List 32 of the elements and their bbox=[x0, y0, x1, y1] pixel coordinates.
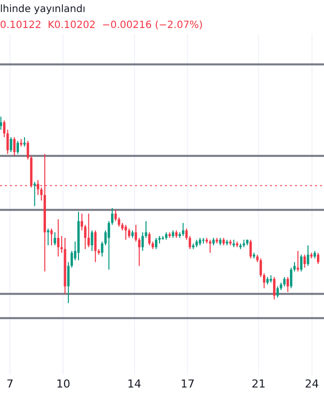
x-tick-label: 17 bbox=[180, 377, 195, 390]
candlestick bbox=[0, 116, 2, 130]
candlestick bbox=[286, 276, 289, 292]
x-tick-label: 24 bbox=[304, 377, 319, 390]
candlestick bbox=[276, 286, 279, 298]
x-tick-label: 7 bbox=[6, 377, 14, 390]
candlestick bbox=[154, 237, 158, 250]
candlestick bbox=[182, 222, 184, 237]
candlestick bbox=[124, 224, 127, 240]
chart-title: lhinde yayınlandı bbox=[0, 3, 86, 17]
candlestick bbox=[16, 140, 19, 154]
x-tick-label: 14 bbox=[127, 377, 142, 390]
candlestick bbox=[316, 252, 320, 264]
chart-subtitle: 0.10122 K0.10202 −0.00216 (−2.07%) bbox=[0, 20, 204, 33]
candlestick bbox=[300, 254, 302, 272]
candlestick bbox=[94, 230, 97, 263]
candlestick bbox=[13, 136, 16, 156]
candlestick bbox=[118, 216, 120, 228]
candlestick bbox=[208, 239, 212, 254]
candlestick bbox=[273, 276, 276, 300]
candlestick bbox=[46, 228, 50, 246]
x-tick-label: 10 bbox=[56, 377, 70, 390]
candlestick bbox=[128, 228, 130, 238]
candlestick bbox=[296, 250, 300, 272]
x-tick-label: 21 bbox=[252, 377, 266, 390]
candlestick bbox=[303, 254, 306, 268]
candlestick bbox=[249, 239, 252, 259]
candlestick bbox=[87, 213, 90, 248]
candlestick bbox=[54, 232, 56, 246]
candlestick bbox=[283, 276, 286, 287]
candlestick bbox=[148, 232, 151, 246]
candlestick bbox=[57, 218, 60, 258]
